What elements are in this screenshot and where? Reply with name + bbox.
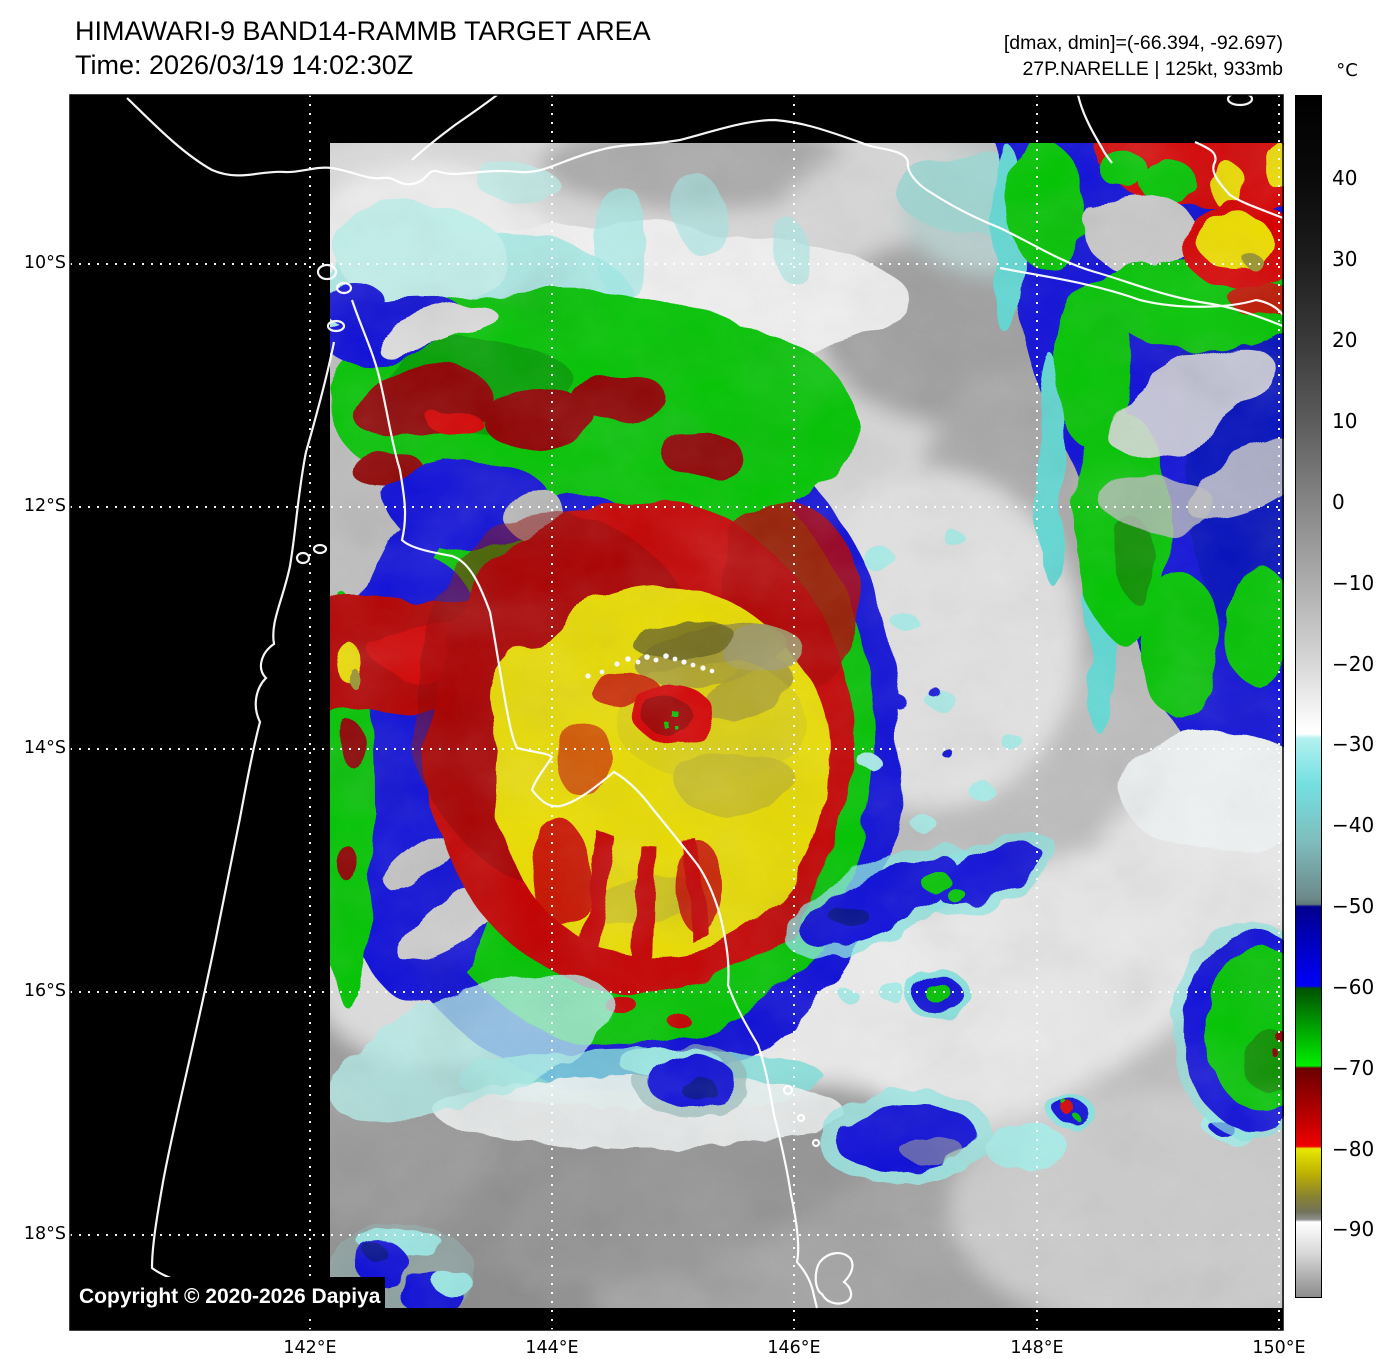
colorbar-tick-label: −30: [1332, 732, 1375, 756]
colorbar-tick-label: 40: [1332, 166, 1358, 190]
dmax-dmin-readout: [dmax, dmin]=(-66.394, -92.697): [1003, 32, 1283, 54]
header-left: HIMAWARI-9 BAND14-RAMMB TARGET AREA Time:…: [75, 14, 651, 82]
colorbar-tick-label: −50: [1332, 894, 1375, 918]
lon-tick-label: 144°E: [525, 1338, 579, 1358]
lon-tick-label: 142°E: [283, 1338, 337, 1358]
coastline-png-upper: [411, 94, 498, 161]
colorbar-tick-label: −80: [1332, 1137, 1375, 1161]
colorbar-tick-label: 30: [1332, 247, 1358, 271]
colorbar-tick-label: −60: [1332, 975, 1375, 999]
copyright-box: Copyright © 2020-2026 Dapiya: [70, 1277, 385, 1314]
map-frame: [69, 94, 1284, 1331]
coastline-cape-york-west: [150, 341, 363, 1299]
lon-tick-label: 150°E: [1252, 1338, 1306, 1358]
page-title: HIMAWARI-9 BAND14-RAMMB TARGET AREA: [75, 16, 651, 46]
colorbar-unit-label: °C: [1336, 60, 1358, 81]
storm-info: 27P.NARELLE | 125kt, 933mb: [1022, 58, 1283, 80]
lat-tick-label: 12°S: [23, 496, 66, 516]
colorbar-gradient: [1296, 96, 1321, 1297]
lon-tick-label: 146°E: [767, 1338, 821, 1358]
colorbar-tick-label: −40: [1332, 813, 1375, 837]
timestamp: Time: 2026/03/19 14:02:30Z: [75, 50, 414, 80]
header-right: [dmax, dmin]=(-66.394, -92.697) 27P.NAREL…: [1004, 30, 1283, 82]
colorbar-tick-label: 20: [1332, 328, 1358, 352]
coastline-queensland-east: [350, 299, 819, 1309]
coastline-png-inner: [999, 266, 1284, 316]
coastline-png-south: [126, 97, 1284, 328]
island-coastal-lagoon: [814, 1252, 854, 1305]
lat-tick-label: 14°S: [23, 738, 66, 758]
coastline-png-east-bits: [1194, 141, 1284, 220]
lat-tick-label: 18°S: [23, 1224, 66, 1244]
copyright-text: Copyright © 2020-2026 Dapiya: [79, 1285, 381, 1308]
colorbar-tick-label: −10: [1332, 571, 1375, 595]
cloud-grain-texture: [330, 143, 1284, 1308]
coastline-png-north-branch: [1076, 94, 1113, 164]
colorbar-tick-label: 10: [1332, 409, 1358, 433]
colorbar-tick-label: −20: [1332, 652, 1375, 676]
lat-tick-label: 10°S: [23, 253, 66, 273]
colorbar-tick-label: 0: [1332, 490, 1345, 514]
islands-coastal: [782, 1084, 821, 1148]
colorbar-tick-label: −90: [1332, 1217, 1375, 1241]
colorbar-tick-label: −70: [1332, 1056, 1375, 1080]
satellite-imagery: [330, 143, 1284, 1308]
island-png-offshore: [1226, 91, 1254, 107]
islands-torres-strait: [295, 263, 353, 565]
colorbar: [1295, 95, 1322, 1298]
lat-tick-label: 16°S: [23, 981, 66, 1001]
coastlines: [126, 91, 1284, 1309]
lon-tick-label: 148°E: [1010, 1338, 1064, 1358]
